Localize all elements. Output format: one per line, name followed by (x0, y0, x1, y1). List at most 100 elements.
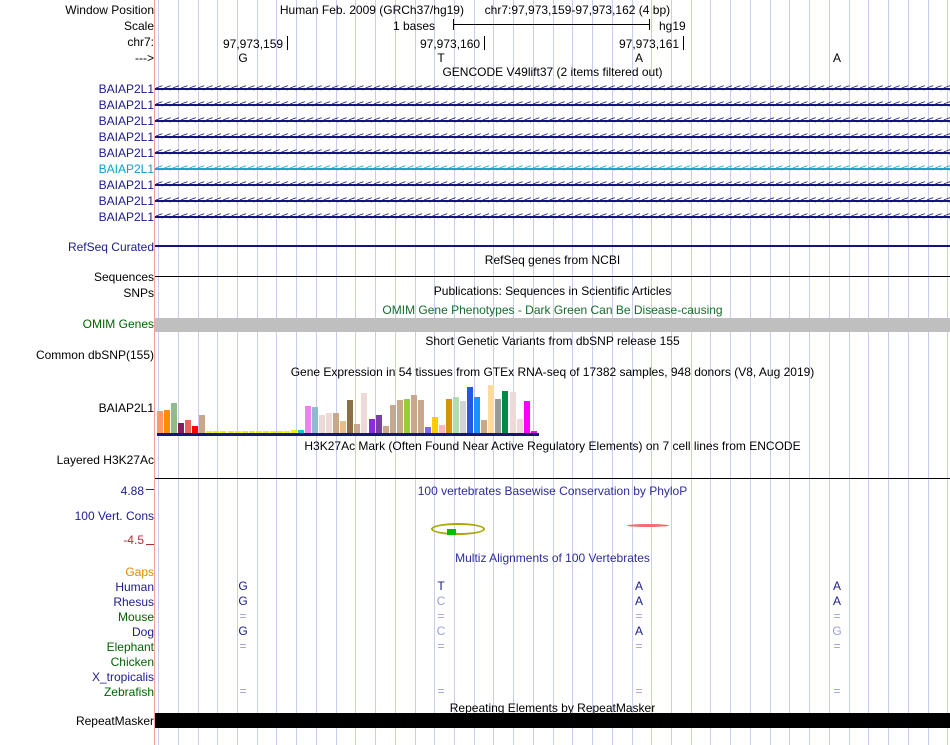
gtex-tissue-bar[interactable] (220, 430, 227, 433)
multiz-track-title[interactable]: Multiz Alignments of 100 Vertebrates (455, 551, 650, 565)
gtex-tissue-bar[interactable] (530, 430, 537, 433)
refseq-track-title[interactable]: RefSeq genes from NCBI (484, 253, 621, 267)
gtex-tissue-bar[interactable] (361, 393, 368, 433)
conservation-track-title[interactable]: 100 vertebrates Basewise Conservation by… (417, 484, 688, 498)
gtex-tissue-bar[interactable] (248, 430, 255, 433)
h3k27ac-track-title[interactable]: H3K27Ac Mark (Often Found Near Active Re… (304, 439, 801, 453)
label-window-position[interactable]: Window Position (65, 3, 154, 17)
gtex-tissue-bar[interactable] (340, 420, 347, 433)
gtex-tissue-bar[interactable] (298, 429, 304, 433)
gtex-tissue-bar[interactable] (185, 419, 192, 433)
gtex-tissue-bar[interactable] (290, 429, 297, 433)
label-species-human[interactable]: Human (115, 580, 154, 594)
label-species-dog[interactable]: Dog (131, 625, 154, 639)
gtex-tissue-bar[interactable] (509, 391, 516, 433)
gtex-tissue-bar[interactable] (495, 398, 502, 433)
label-omim-genes[interactable]: OMIM Genes (82, 317, 154, 331)
label-snps[interactable]: SNPs (123, 286, 154, 300)
gencode-transcript-row[interactable]: <<<<<<<<<<<<<<<<<<<<<<<<<<<<<<<<<<<<<<<<… (155, 131, 950, 142)
gencode-transcript-row[interactable]: <<<<<<<<<<<<<<<<<<<<<<<<<<<<<<<<<<<<<<<<… (155, 179, 950, 190)
gtex-tissue-bar[interactable] (516, 418, 523, 433)
gtex-tissue-bar[interactable] (326, 413, 333, 433)
gtex-tissue-bar[interactable] (276, 430, 283, 433)
gtex-tissue-bar[interactable] (382, 426, 389, 433)
label-species-xtropicalis[interactable]: X_tropicalis (91, 670, 154, 684)
gtex-tissue-bar[interactable] (403, 398, 410, 433)
gtex-tissue-bar[interactable] (157, 410, 163, 433)
label-chrom[interactable]: chr7: (127, 35, 154, 49)
label-gencode-row-2[interactable]: BAIAP2L1 (98, 98, 154, 112)
label-layered-h3k27ac[interactable]: Layered H3K27Ac (56, 453, 154, 467)
gencode-transcript-row[interactable]: <<<<<<<<<<<<<<<<<<<<<<<<<<<<<<<<<<<<<<<<… (155, 195, 950, 206)
gtex-tissue-bar[interactable] (262, 430, 269, 433)
label-species-mouse[interactable]: Mouse (117, 610, 154, 624)
gtex-tissue-bar[interactable] (389, 405, 396, 433)
gtex-tissue-bar[interactable] (481, 419, 488, 433)
gencode-transcript-row[interactable]: <<<<<<<<<<<<<<<<<<<<<<<<<<<<<<<<<<<<<<<<… (155, 163, 950, 174)
gtex-tissue-bar[interactable] (319, 415, 326, 433)
label-gencode-row-5[interactable]: BAIAP2L1 (98, 146, 154, 160)
gtex-tissue-bar[interactable] (368, 418, 375, 433)
gtex-tissue-bar[interactable] (488, 385, 495, 433)
gtex-tissue-bar[interactable] (347, 399, 354, 433)
gtex-tissue-bar[interactable] (396, 399, 403, 433)
label-gencode-row-8[interactable]: BAIAP2L1 (98, 194, 154, 208)
position-text[interactable]: chr7:97,973,159-97,973,162 (4 bp) (484, 3, 671, 17)
label-gencode-row-7[interactable]: BAIAP2L1 (98, 178, 154, 192)
gtex-tissue-bar[interactable] (460, 400, 467, 433)
refseq-feature-line[interactable] (155, 245, 950, 247)
gtex-tissue-bar[interactable] (164, 409, 170, 433)
label-species-zebrafish[interactable]: Zebrafish (103, 685, 154, 699)
gtex-tissue-bar[interactable] (269, 430, 276, 433)
gtex-tissue-bar[interactable] (417, 399, 424, 433)
gtex-track-title[interactable]: Gene Expression in 54 tissues from GTEx … (290, 365, 815, 379)
label-strand-arrow[interactable]: ---> (135, 51, 154, 65)
multiz-species-row[interactable]: = = = = (155, 610, 950, 623)
label-gencode-row-4[interactable]: BAIAP2L1 (98, 130, 154, 144)
gtex-tissue-bar[interactable] (255, 430, 262, 433)
gtex-tissue-bar[interactable] (439, 425, 445, 433)
gtex-tissue-bar[interactable] (206, 430, 213, 433)
repeatmasker-track-title[interactable]: Repeating Elements by RepeatMasker (449, 701, 656, 715)
omim-track-title[interactable]: OMIM Gene Phenotypes - Dark Green Can Be… (382, 303, 723, 317)
gtex-tissue-bar[interactable] (523, 400, 530, 433)
label-species-elephant[interactable]: Elephant (106, 640, 154, 654)
label-sequences[interactable]: Sequences (93, 270, 154, 284)
label-refseq-curated[interactable]: RefSeq Curated (67, 240, 154, 254)
gencode-transcript-row[interactable]: <<<<<<<<<<<<<<<<<<<<<<<<<<<<<<<<<<<<<<<<… (155, 147, 950, 158)
gtex-expression-barchart[interactable] (157, 381, 539, 436)
multiz-species-row[interactable]: = = = = (155, 640, 950, 653)
gencode-transcript-row[interactable]: <<<<<<<<<<<<<<<<<<<<<<<<<<<<<<<<<<<<<<<<… (155, 99, 950, 110)
gtex-tissue-bar[interactable] (446, 398, 453, 433)
gtex-tissue-bar[interactable] (283, 430, 290, 433)
label-common-dbsnp[interactable]: Common dbSNP(155) (35, 348, 154, 362)
gtex-tissue-bar[interactable] (192, 426, 199, 433)
publications-feature-line[interactable] (155, 276, 950, 277)
gtex-tissue-bar[interactable] (453, 397, 460, 433)
label-gaps[interactable]: Gaps (125, 565, 154, 579)
gtex-tissue-bar[interactable] (227, 430, 234, 433)
label-cons-track[interactable]: 100 Vert. Cons (74, 509, 154, 523)
gtex-tissue-bar[interactable] (333, 413, 340, 433)
gtex-tissue-bar[interactable] (241, 430, 248, 433)
gtex-tissue-bar[interactable] (424, 427, 431, 433)
gtex-tissue-bar[interactable] (467, 387, 474, 433)
gtex-tissue-bar[interactable] (199, 415, 206, 433)
gencode-transcript-row[interactable]: <<<<<<<<<<<<<<<<<<<<<<<<<<<<<<<<<<<<<<<<… (155, 83, 950, 94)
multiz-species-row[interactable] (155, 670, 950, 683)
gtex-tissue-bar[interactable] (312, 407, 319, 433)
gtex-tissue-bar[interactable] (234, 430, 241, 433)
gtex-tissue-bar[interactable] (354, 424, 361, 433)
label-gencode-row-1[interactable]: BAIAP2L1 (98, 82, 154, 96)
label-species-chicken[interactable]: Chicken (110, 655, 154, 669)
label-gtex-gene[interactable]: BAIAP2L1 (98, 401, 154, 415)
label-repeatmasker[interactable]: RepeatMasker (75, 714, 154, 728)
label-gencode-row-6[interactable]: BAIAP2L1 (98, 162, 154, 176)
gtex-tissue-bar[interactable] (502, 390, 509, 433)
gtex-tissue-bar[interactable] (178, 423, 185, 433)
gtex-tissue-bar[interactable] (431, 417, 438, 433)
gtex-tissue-bar[interactable] (410, 395, 417, 433)
